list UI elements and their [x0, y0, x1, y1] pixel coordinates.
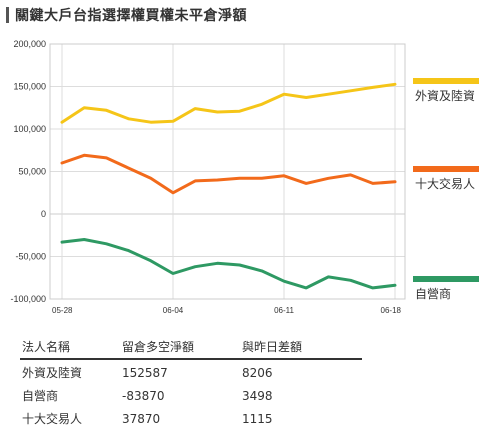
- row-diff: 8206: [242, 365, 273, 380]
- row-net: 152587: [122, 365, 168, 380]
- x-tick-label: 05-28: [52, 306, 73, 315]
- y-tick-label: -100,000: [10, 294, 46, 304]
- y-tick-label: 150,000: [13, 82, 46, 92]
- table-row: 十大交易人 37870 1115: [20, 406, 362, 429]
- header-name: 法人名稱: [20, 336, 120, 360]
- x-tick-label: 06-18: [381, 306, 402, 315]
- series-line-0: [60, 82, 397, 124]
- row-name: 外資及陸資: [22, 366, 83, 380]
- y-tick-label: 200,000: [13, 39, 46, 49]
- legend-swatch-1: [413, 166, 479, 172]
- chart-title-text: 關鍵大戶台指選擇權買權未平倉淨額: [15, 8, 247, 24]
- row-diff: 3498: [242, 388, 273, 403]
- legend-swatch-2: [413, 276, 479, 282]
- row-name: 十大交易人: [22, 412, 83, 426]
- net-position-table: 法人名稱 留倉多空淨額 與昨日差額 外資及陸資 152587 8206 自營商 …: [20, 336, 362, 429]
- line-chart: -100,000 -50,000 0 50,000 100,000 150,000 200,…: [10, 39, 479, 315]
- y-tick-label: 100,000: [13, 124, 46, 134]
- chart-title: 關鍵大戶台指選擇權買權未平倉淨額: [6, 6, 247, 24]
- title-accent-bar: [6, 7, 9, 23]
- table-row: 外資及陸資 152587 8206: [20, 359, 362, 383]
- row-name: 自營商: [22, 389, 59, 403]
- series-line-2: [60, 238, 397, 290]
- header-net: 留倉多空淨額: [120, 336, 240, 360]
- legend-label-0: 外資及陸資: [415, 89, 475, 103]
- y-tick-label: 0: [41, 209, 46, 219]
- x-tick-label: 06-11: [274, 306, 294, 315]
- plot-border: [49, 43, 406, 300]
- y-tick-label: 50,000: [18, 167, 46, 177]
- table-row: 自營商 -83870 3498: [20, 383, 362, 406]
- y-tick-label: -50,000: [15, 252, 46, 262]
- row-net: -83870: [122, 388, 165, 403]
- legend-label-1: 十大交易人: [415, 176, 475, 191]
- row-net: 37870: [122, 411, 161, 426]
- table-header-row: 法人名稱 留倉多空淨額 與昨日差額: [20, 336, 362, 360]
- series-line-1: [60, 153, 397, 195]
- x-tick-label: 06-04: [163, 306, 184, 315]
- legend-swatch-0: [413, 78, 479, 84]
- legend-label-2: 自營商: [415, 286, 451, 301]
- header-diff: 與昨日差額: [240, 336, 362, 360]
- row-diff: 1115: [242, 411, 273, 426]
